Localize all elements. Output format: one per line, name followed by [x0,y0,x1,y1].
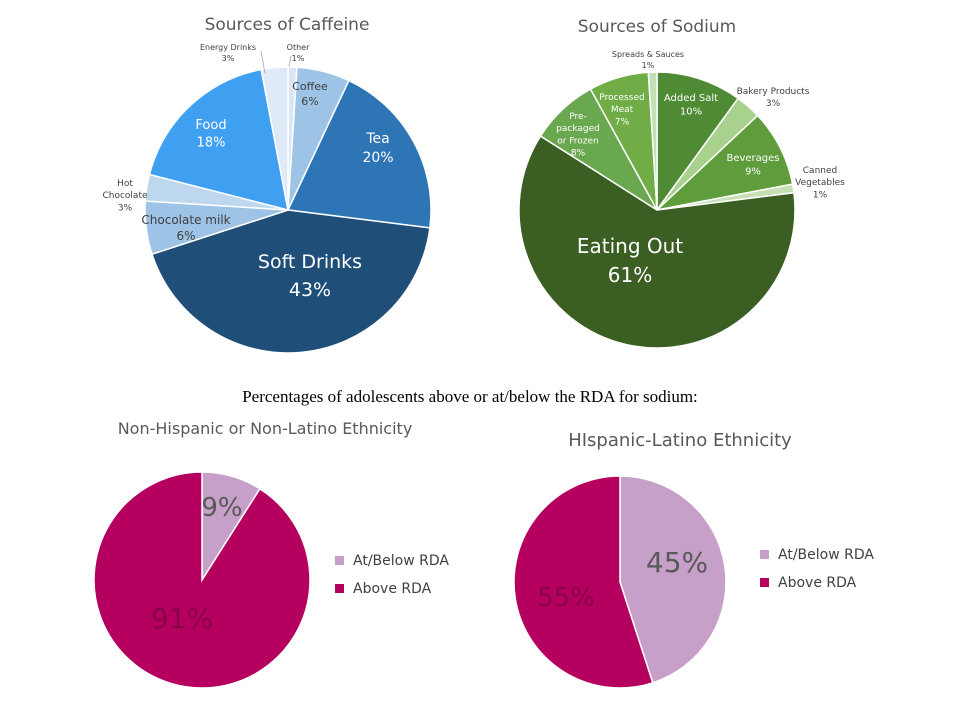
data-label-energy-drinks: Energy Drinks [200,43,256,52]
caffeine-pie: Other 1% Coffee 6% Tea 20% Soft Drinks 43% Choco… [102,43,432,354]
data-label-pct-above-rda: 55% [537,583,595,613]
data-label-eating-out: Eating Out [577,234,683,258]
sodium-chart-title: Sources of Sodium [578,17,736,37]
legend-label-at-below-rda: At/Below RDA [353,553,449,569]
data-label-processed-meat-line-1: Meat [611,105,634,115]
data-label-pct-chocolate-milk: 6% [176,229,195,243]
data-label-pct-soft-drinks: 43% [289,279,331,301]
pie-slice-soft-drinks [151,209,431,354]
data-label-pct-food: 18% [197,136,226,151]
data-label-spreads-sauces: Spreads & Sauces [612,50,684,59]
data-label-other: Other [287,43,310,52]
data-label-soft-drinks: Soft Drinks [258,251,362,273]
data-label-pct-coffee: 6% [301,95,318,108]
hispanic-chart-title: HIspanic-Latino Ethnicity [568,430,792,451]
caffeine-chart-title: Sources of Caffeine [205,15,370,35]
pie-slice-above-rda [93,471,311,689]
non-hispanic-legend: At/Below RDA Above RDA [335,553,449,597]
data-label-pct-other: 1% [292,54,305,63]
data-label-pre-packaged-or-frozen-line-0: Pre- [569,112,587,122]
data-label-pre-packaged-or-frozen-line-1: packaged [556,124,600,134]
data-label-canned-vegetables-line-0: Canned [803,166,837,176]
legend-swatch-above-rda [760,578,769,587]
data-label-food: Food [195,118,226,133]
legend-swatch-at-below-rda [760,550,769,559]
sodium-pie: Added Salt 10% Bakery Products 3% Beverages 9… [518,50,845,349]
data-label-pct-at-below-rda: 45% [646,546,708,579]
pie-slice-eating-out [518,135,796,349]
data-label-coffee: Coffee [292,80,328,93]
data-label-tea: Tea [365,131,389,147]
hispanic-pie: 45% 55% [513,475,727,689]
data-label-pct-hot-chocolate: 3% [118,203,133,213]
pie-slice-food [148,68,289,212]
data-label-pct-processed-meat: 7% [615,117,630,127]
hispanic-legend: At/Below RDA Above RDA [760,547,874,591]
data-label-hot-chocolate-line-1: Chocolate [102,191,147,201]
data-label-pct-spreads-sauces: 1% [642,61,655,70]
pie-slice-tea [286,79,432,229]
figure-caption: Percentages of adolescents above or at/b… [242,387,698,406]
data-label-beverages: Beverages [726,153,779,164]
legend-label-above-rda: Above RDA [778,575,857,591]
data-label-pct-canned-vegetables: 1% [813,190,828,200]
non-hispanic-pie: 9% 91% [93,471,311,689]
data-label-pct-tea: 20% [362,150,393,166]
data-label-pre-packaged-or-frozen-line-2: or Frozen [557,136,599,146]
pie-slice-at-below-rda [619,475,727,684]
data-label-pct-at-below-rda: 9% [201,493,242,523]
non-hispanic-chart-title: Non-Hispanic or Non-Latino Ethnicity [118,419,413,438]
data-label-pct-beverages: 9% [745,167,761,178]
data-label-chocolate-milk: Chocolate milk [141,213,230,227]
legend-swatch-at-below-rda [335,556,344,565]
legend-swatch-above-rda [335,584,344,593]
data-label-pct-pre-packaged-or-frozen: 8% [571,148,586,158]
legend-label-above-rda: Above RDA [353,581,432,597]
data-label-added-salt: Added Salt [664,93,718,104]
data-label-canned-vegetables-line-1: Vegetables [795,178,845,188]
data-label-processed-meat-line-0: Processed [599,93,644,103]
legend-label-at-below-rda: At/Below RDA [778,547,874,563]
leader-line-energy-drinks [260,50,266,74]
data-label-hot-chocolate-line-0: Hot [117,179,133,189]
pie-slice-energy-drinks [260,66,289,211]
data-label-bakery-products: Bakery Products [737,87,810,97]
leader-line-other [288,55,292,68]
pie-slice-added-salt [656,71,740,213]
pie-slice-above-rda [513,475,654,689]
data-label-pct-eating-out: 61% [608,263,652,287]
data-label-pct-energy-drinks: 3% [222,54,235,63]
data-label-pct-bakery-products: 3% [766,99,781,109]
data-label-pct-added-salt: 10% [680,107,702,118]
pie-slice-spreads-sauces [647,71,658,211]
data-label-pct-above-rda: 91% [151,602,213,635]
